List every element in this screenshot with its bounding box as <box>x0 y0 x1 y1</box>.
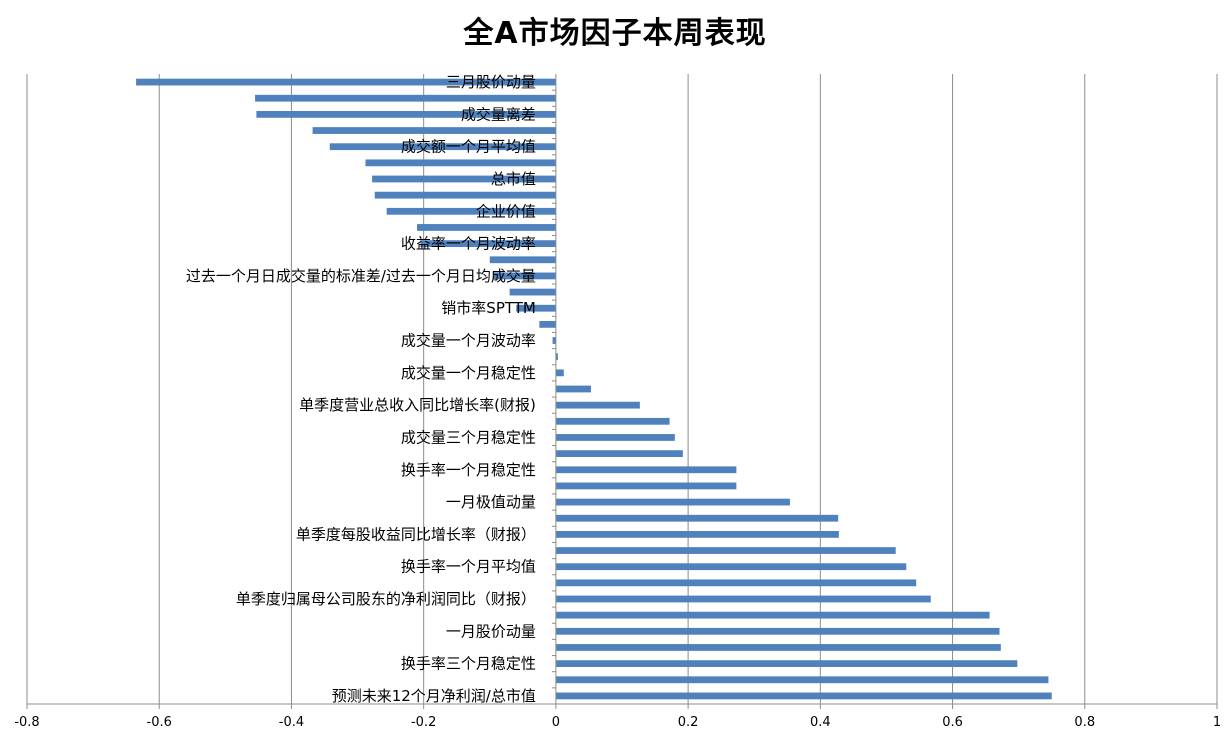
x-tick-label: 0.8 <box>1074 715 1095 730</box>
bar <box>555 627 1000 635</box>
bar <box>329 143 556 151</box>
x-tick-label: -0.6 <box>147 715 172 730</box>
x-tick-label: -0.4 <box>279 715 304 730</box>
bar <box>555 369 564 377</box>
category-label: 单季度营业总收入同比增长率(财报) <box>299 396 536 414</box>
category-label: 一月股价动量 <box>446 622 536 640</box>
category-label: 换手率一个月稳定性 <box>401 461 536 479</box>
category-label: 预测未来12个月净利润/总市值 <box>332 687 536 705</box>
x-tick-label: -0.2 <box>411 715 436 730</box>
bar <box>555 401 640 409</box>
x-tick-label: 0.6 <box>942 715 963 730</box>
bar <box>509 288 556 296</box>
x-tick-label: -0.8 <box>14 715 39 730</box>
bar <box>555 563 907 571</box>
bar <box>555 611 990 619</box>
bar <box>555 466 737 474</box>
category-label: 换手率三个月稳定性 <box>401 655 536 673</box>
bar <box>555 417 670 425</box>
bar <box>312 127 556 134</box>
bar <box>374 191 556 199</box>
bar <box>555 482 737 490</box>
category-label: 企业价值 <box>476 202 536 220</box>
category-label: 单季度归属母公司股东的净利润同比（财报） <box>236 590 536 608</box>
category-label: 收益率一个月波动率 <box>401 235 536 253</box>
bar <box>136 78 556 86</box>
bar <box>555 660 1018 668</box>
bar <box>555 692 1052 700</box>
bar <box>372 175 556 183</box>
bar <box>555 579 917 587</box>
category-label: 成交额一个月平均值 <box>401 138 536 156</box>
category-label: 成交量离差 <box>461 105 536 123</box>
bar <box>555 547 896 554</box>
bar <box>386 207 556 215</box>
category-label: 过去一个月日成交量的标准差/过去一个月日均成交量 <box>186 267 536 285</box>
bar <box>555 514 839 522</box>
bar <box>417 224 556 231</box>
category-label: 成交量三个月稳定性 <box>401 428 536 446</box>
bar <box>555 530 839 538</box>
x-tick-label: 0.2 <box>678 715 699 730</box>
bar <box>516 304 556 312</box>
bar <box>420 240 556 248</box>
bar <box>555 353 558 361</box>
bar <box>255 94 556 102</box>
bar <box>555 644 1001 651</box>
bar <box>555 385 591 393</box>
bar <box>493 272 556 280</box>
x-tick-label: 1 <box>1213 715 1221 730</box>
bar <box>555 450 683 458</box>
bar <box>489 256 556 264</box>
grid-lines <box>26 74 1218 704</box>
bar <box>555 595 931 603</box>
bar <box>555 676 1049 684</box>
category-label: 单季度每股收益同比增长率（财报） <box>296 525 536 543</box>
category-label: 三月股价动量 <box>446 73 536 91</box>
bar <box>555 498 790 506</box>
chart-title: 全A市场因子本周表现 <box>463 16 767 51</box>
bar <box>539 320 556 328</box>
category-label: 换手率一个月平均值 <box>401 558 536 576</box>
category-label: 销市率SPTTM <box>441 299 536 317</box>
x-tick-label: 0 <box>552 715 560 730</box>
category-labels: 三月股价动量成交量离差成交额一个月平均值总市值企业价值收益率一个月波动率过去一个… <box>186 73 536 705</box>
category-label: 成交量一个月波动率 <box>401 332 536 350</box>
axes: -0.8 -0.6 -0.4 -0.2 0 0.2 0.4 0.6 0.8 1 <box>14 74 1221 730</box>
x-tick-label: 0.4 <box>810 715 831 730</box>
category-label: 总市值 <box>491 170 536 188</box>
bar <box>552 337 556 344</box>
bar <box>256 110 556 118</box>
bar <box>365 159 556 167</box>
bar <box>555 434 675 441</box>
bars <box>136 78 1052 700</box>
category-label: 一月极值动量 <box>446 493 536 511</box>
category-label: 成交量一个月稳定性 <box>401 364 536 382</box>
